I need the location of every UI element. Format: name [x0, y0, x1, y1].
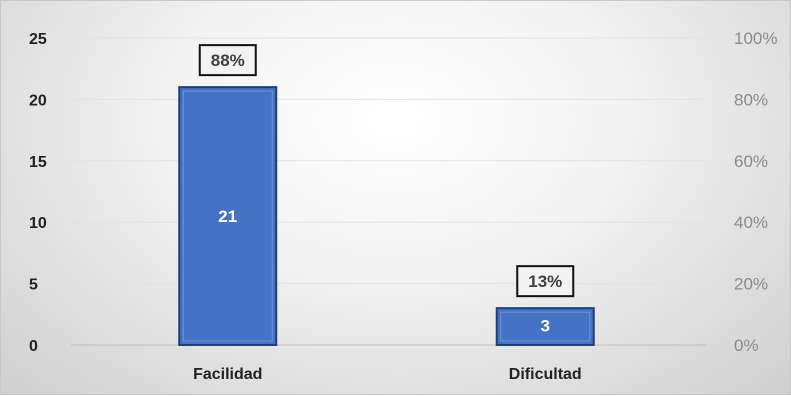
left-tick-label: 20: [29, 92, 47, 109]
right-tick-label: 0%: [734, 336, 759, 355]
gridlines: [71, 37, 706, 346]
bar-value-label: 3: [541, 317, 550, 336]
percent-label: 88%: [211, 51, 245, 70]
right-axis-ticks: 0% 20% 40% 60% 80% 100%: [734, 29, 777, 355]
right-tick-label: 60%: [734, 152, 768, 171]
left-axis-ticks: 0 5 10 15 20 25: [29, 31, 47, 355]
right-tick-label: 100%: [734, 29, 777, 48]
bar-dificultad: [495, 307, 595, 347]
bar-bevel: [500, 311, 591, 342]
bar-bevel: [182, 90, 273, 342]
right-tick-label: 20%: [734, 275, 768, 294]
left-tick-label: 5: [29, 277, 38, 294]
category-label: Facilidad: [193, 366, 262, 383]
category-label: Dificultad: [509, 366, 582, 383]
percent-box: [516, 265, 575, 298]
percent-label: 13%: [528, 272, 562, 291]
left-tick-label: 25: [29, 31, 47, 48]
right-tick-label: 80%: [734, 90, 768, 109]
left-tick-label: 15: [29, 154, 47, 171]
percent-box: [198, 44, 257, 77]
left-tick-label: 10: [29, 215, 47, 232]
left-tick-label: 0: [29, 338, 38, 355]
right-tick-label: 40%: [734, 213, 768, 232]
bars: 21 88% 3 13%: [178, 44, 595, 347]
category-labels: Facilidad Dificultad: [193, 366, 582, 383]
bar-facilidad: [178, 86, 278, 347]
bar-value-label: 21: [218, 207, 237, 226]
